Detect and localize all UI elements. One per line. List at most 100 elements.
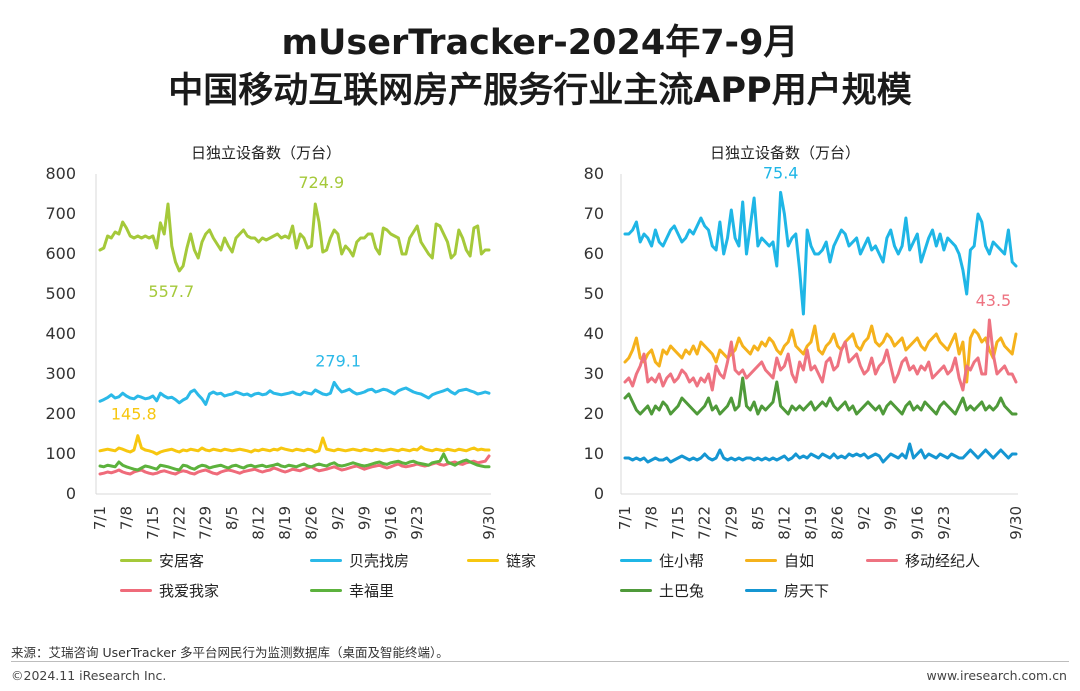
y-axis-title: 日独立设备数（万台） [191, 144, 341, 162]
y-tick-label: 0 [66, 484, 76, 503]
y-tick-label: 0 [594, 484, 604, 503]
legend-swatch [467, 559, 499, 562]
y-tick-label: 70 [584, 204, 604, 223]
x-tick-label: 9/2 [855, 506, 873, 530]
y-tick-label: 80 [584, 164, 604, 183]
page-title-line2: 中国移动互联网房产服务行业主流APP用户规模 [168, 71, 912, 111]
legend-swatch [310, 589, 342, 592]
legend-label: 土巴兔 [659, 582, 705, 600]
y-tick-label: 60 [584, 244, 604, 263]
x-tick-label: 9/16 [382, 506, 400, 540]
x-tick-label: 9/23 [408, 506, 426, 540]
y-tick-label: 200 [45, 404, 76, 423]
x-tick-label: 7/8 [117, 506, 135, 530]
legend-swatch [120, 589, 152, 592]
x-tick-label: 7/15 [669, 506, 687, 540]
legend-label: 幸福里 [349, 582, 395, 600]
legend-item: 贝壳找房 [310, 550, 409, 571]
legend-label: 房天下 [784, 582, 830, 600]
y-axis-title: 日独立设备数（万台） [710, 144, 860, 162]
x-tick-label: 9/16 [908, 506, 926, 540]
footer-divider [11, 661, 1069, 662]
legend-swatch [745, 559, 777, 562]
x-tick-label: 8/26 [829, 506, 847, 540]
chart-right: 日独立设备数（万台） 0 10 20 30 40 50 60 70 80 7/1 7/8 7/15 7/2… [584, 144, 1025, 540]
legend-item: 自如 [745, 550, 814, 571]
x-tick-label: 8/12 [775, 506, 793, 540]
legend-item: 土巴兔 [620, 580, 704, 601]
legend-label: 自如 [784, 552, 815, 570]
y-tick-label: 400 [45, 324, 76, 343]
legend-label: 移动经纪人 [905, 552, 981, 570]
x-tick-label: 8/26 [302, 506, 320, 540]
series-line-自如 [623, 324, 1018, 384]
x-tick-label: 9/30 [480, 506, 498, 540]
x-tick-label: 7/1 [616, 506, 634, 530]
legend-item: 链家 [467, 550, 536, 571]
y-tick-label: 10 [584, 444, 604, 463]
x-tick-label: 7/15 [144, 506, 162, 540]
data-label: 279.1 [315, 351, 361, 370]
legend-item: 安居客 [120, 550, 204, 571]
series-line-幸福里 [98, 452, 491, 472]
x-tick-label: 7/22 [170, 506, 188, 540]
copyright: ©2024.11 iResearch Inc. [11, 668, 167, 683]
legend-swatch [866, 559, 898, 562]
legend-label: 链家 [506, 552, 537, 570]
y-tick-label: 700 [45, 204, 76, 223]
x-tick-label: 7/29 [197, 506, 215, 540]
series-line-住小帮 [623, 190, 1018, 316]
x-tick-label: 9/9 [882, 506, 900, 530]
x-tick-label: 8/5 [749, 506, 767, 530]
legend-label: 安居客 [159, 552, 205, 570]
legend-label: 我爱我家 [159, 582, 220, 600]
x-tick-label: 8/12 [250, 506, 268, 540]
data-label: 43.5 [976, 291, 1012, 310]
x-tick-label: 7/8 [643, 506, 661, 530]
y-tick-label: 40 [584, 324, 604, 343]
legend-swatch [620, 559, 652, 562]
x-tick-label: 8/19 [276, 506, 294, 540]
x-tick-label: 9/2 [329, 506, 347, 530]
x-tick-label: 8/5 [223, 506, 241, 530]
y-tick-label: 100 [45, 444, 76, 463]
x-tick-label: 7/22 [696, 506, 714, 540]
y-tick-label: 20 [584, 404, 604, 423]
chart-left: 日独立设备数（万台） 0 100 200 300 400 500 600 700 800 7/1 7/… [45, 144, 498, 540]
series-line-贝壳找房 [98, 380, 491, 406]
legend-swatch [745, 589, 777, 592]
series-line-移动经纪人 [623, 318, 1018, 392]
y-tick-label: 30 [584, 364, 604, 383]
website-link[interactable]: www.iresearch.com.cn [926, 668, 1068, 683]
x-tick-label: 8/19 [802, 506, 820, 540]
page-title-line1: mUserTracker-2024年7-9月 [281, 23, 799, 63]
x-tick-label: 7/29 [722, 506, 740, 540]
legend-item: 住小帮 [620, 550, 704, 571]
source-note: 来源：艾瑞咨询 UserTracker 多平台网民行为监测数据库（桌面及智能终端… [11, 645, 449, 660]
data-label: 145.8 [111, 405, 157, 424]
data-label: 75.4 [763, 163, 799, 182]
x-tick-label: 9/23 [935, 506, 953, 540]
legend-swatch [620, 589, 652, 592]
legend-label: 贝壳找房 [349, 552, 410, 570]
series-line-土巴兔 [623, 376, 1018, 416]
data-label: 724.9 [298, 173, 344, 192]
x-tick-label: 7/1 [91, 506, 109, 530]
legend-item: 我爱我家 [120, 580, 219, 601]
series-line-我爱我家 [98, 454, 491, 476]
legend-item: 移动经纪人 [866, 550, 980, 571]
y-tick-label: 600 [45, 244, 76, 263]
series-line-安居客 [98, 202, 491, 273]
data-label: 557.7 [148, 282, 194, 301]
legend-swatch [120, 559, 152, 562]
y-tick-label: 800 [45, 164, 76, 183]
y-tick-label: 50 [584, 284, 604, 303]
x-tick-label: 9/9 [355, 506, 373, 530]
legend-label: 住小帮 [659, 552, 705, 570]
x-tick-label: 9/30 [1007, 506, 1025, 540]
legend-item: 房天下 [745, 580, 829, 601]
y-tick-label: 500 [45, 284, 76, 303]
series-line-房天下 [623, 442, 1018, 464]
series-line-链家 [98, 434, 491, 456]
